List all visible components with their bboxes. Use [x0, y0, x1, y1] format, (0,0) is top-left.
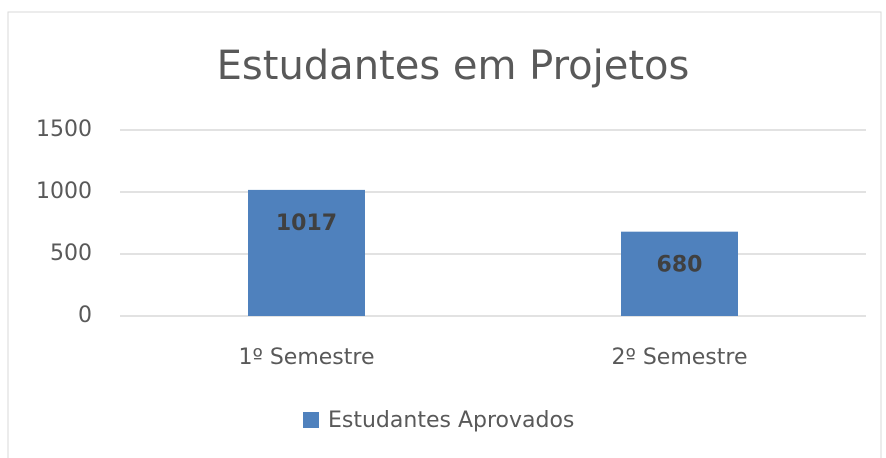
y-tick-label: 0 — [78, 303, 92, 328]
y-tick-label: 500 — [50, 241, 92, 266]
y-tick-label: 1500 — [36, 117, 92, 142]
legend-label: Estudantes Aprovados — [328, 408, 574, 433]
data-label: 1017 — [276, 211, 337, 236]
data-label: 680 — [657, 253, 703, 278]
bar — [621, 231, 738, 316]
y-tick-label: 1000 — [36, 179, 92, 204]
chart-title: Estudantes em Projetos — [217, 43, 690, 89]
legend-swatch — [303, 412, 319, 428]
x-tick-label: 1º Semestre — [238, 345, 374, 370]
x-tick-label: 2º Semestre — [611, 345, 747, 370]
bar — [248, 189, 365, 316]
